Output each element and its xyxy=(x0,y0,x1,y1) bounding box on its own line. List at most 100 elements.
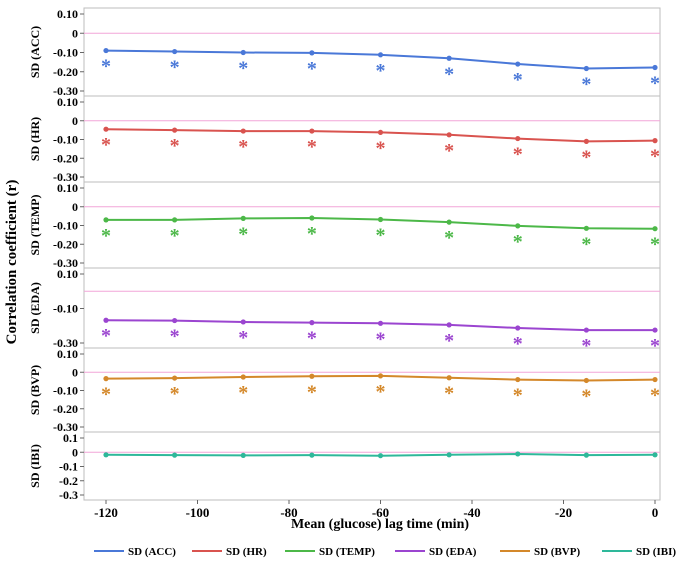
y-tick-label: 0.10 xyxy=(57,95,78,109)
significance-marker: * xyxy=(170,57,180,79)
data-point xyxy=(172,217,178,223)
significance-marker: * xyxy=(307,136,317,158)
significance-marker: * xyxy=(581,385,591,407)
data-point xyxy=(652,138,658,144)
significance-marker: * xyxy=(376,328,386,350)
significance-marker: * xyxy=(307,223,317,245)
significance-marker: * xyxy=(101,225,111,247)
data-point xyxy=(446,55,452,61)
data-point xyxy=(515,223,521,229)
panel-label: SD (HR) xyxy=(28,117,42,161)
data-point xyxy=(583,377,589,384)
significance-marker: * xyxy=(444,63,454,85)
y-tick-label: 0.10 xyxy=(57,7,78,21)
panel-label: SD (TEMP) xyxy=(28,195,42,256)
significance-marker: * xyxy=(513,385,523,407)
significance-marker: * xyxy=(238,223,248,245)
data-point xyxy=(515,325,521,331)
x-tick-label: 0 xyxy=(652,505,659,520)
y-tick-label: 0 xyxy=(72,445,78,459)
panel-1: 0.10 0 -0.10 -0.20 -0.30 SD (HR) * * * * * * * * * xyxy=(28,95,661,184)
legend-item: SD (EDA) xyxy=(395,546,477,558)
significance-marker: * xyxy=(101,56,111,78)
significance-marker: * xyxy=(238,58,248,80)
significance-marker: * xyxy=(513,144,523,166)
x-tick-label: -60 xyxy=(372,505,389,520)
y-tick-label: -0.10 xyxy=(53,46,78,60)
y-tick-label: -0.10 xyxy=(53,302,78,316)
data-point xyxy=(583,138,589,144)
significance-marker: * xyxy=(238,136,248,158)
data-point xyxy=(583,452,589,458)
data-point xyxy=(240,374,246,380)
significance-marker: * xyxy=(581,146,591,168)
y-tick-label: 0 xyxy=(72,26,78,40)
data-point xyxy=(240,452,246,458)
y-tick-label: -0.30 xyxy=(53,420,78,434)
data-point xyxy=(172,127,178,133)
data-point xyxy=(172,452,178,458)
significance-marker: * xyxy=(170,326,180,348)
y-tick-label: -0.20 xyxy=(53,65,78,79)
data-point xyxy=(309,320,315,326)
significance-marker: * xyxy=(650,234,660,256)
panel-5: 0.10-0.1-0.2-0.3 SD (IBI) xyxy=(28,431,661,502)
significance-marker: * xyxy=(444,227,454,249)
data-point xyxy=(515,376,521,383)
data-point xyxy=(103,452,109,458)
data-point xyxy=(240,49,246,56)
data-point xyxy=(515,61,521,67)
panel-label: SD (ACC) xyxy=(28,26,42,78)
y-tick-label: -0.20 xyxy=(53,402,78,416)
y-tick-label: -0.30 xyxy=(53,336,78,350)
data-point xyxy=(172,317,178,324)
data-point xyxy=(309,215,315,221)
data-point xyxy=(103,217,109,223)
data-point xyxy=(583,327,589,333)
data-point xyxy=(446,219,452,225)
legend-label: SD (HR) xyxy=(226,546,267,558)
data-point xyxy=(172,48,178,55)
y-tick-label: -0.1 xyxy=(59,460,78,474)
y-tick-label: 0.10 xyxy=(57,181,78,195)
y-tick-label: -0.30 xyxy=(53,170,78,184)
legend-label: SD (IBI) xyxy=(636,546,676,558)
y-tick-label: -0.10 xyxy=(53,133,78,147)
legend-label: SD (EDA) xyxy=(429,546,477,558)
significance-marker: * xyxy=(581,73,591,95)
significance-marker: * xyxy=(444,383,454,405)
data-point xyxy=(240,128,246,134)
data-point xyxy=(309,50,315,56)
x-tick-label: -80 xyxy=(280,505,297,520)
panel-4: 0.10 0 -0.10 -0.20 -0.30 SD (BVP) * * * * * * * * * xyxy=(28,347,661,434)
significance-marker: * xyxy=(444,140,454,162)
y-tick-label: 0 xyxy=(72,365,78,379)
panel-frame xyxy=(83,431,661,501)
data-point xyxy=(583,225,589,231)
significance-marker: * xyxy=(650,146,660,168)
y-tick-label: -0.20 xyxy=(53,151,78,165)
x-axis: -120 -100 -80 -60 -40 -20 0 xyxy=(94,500,658,520)
significance-marker: * xyxy=(444,330,454,352)
significance-marker: * xyxy=(307,381,317,403)
significance-marker: * xyxy=(307,58,317,80)
significance-marker: * xyxy=(513,231,523,253)
panel-3: 0.10 -0.10 -0.30 SD (EDA) * * * * * * * * * xyxy=(28,267,661,357)
legend-label: SD (ACC) xyxy=(128,546,176,558)
x-tick-label: -20 xyxy=(555,505,572,520)
significance-marker: * xyxy=(376,381,386,403)
data-point xyxy=(240,319,246,325)
data-point xyxy=(377,453,384,459)
legend-item: SD (BVP) xyxy=(500,546,580,558)
data-point xyxy=(309,373,315,379)
significance-marker: * xyxy=(376,137,386,159)
x-tick-label: -120 xyxy=(94,505,118,520)
data-point xyxy=(377,52,384,58)
data-point xyxy=(652,226,658,232)
y-tick-label: -0.2 xyxy=(59,474,78,488)
significance-marker: * xyxy=(238,382,248,404)
significance-marker: * xyxy=(513,333,523,355)
y-axis-label: Correlation coefficient (r) xyxy=(4,180,20,345)
